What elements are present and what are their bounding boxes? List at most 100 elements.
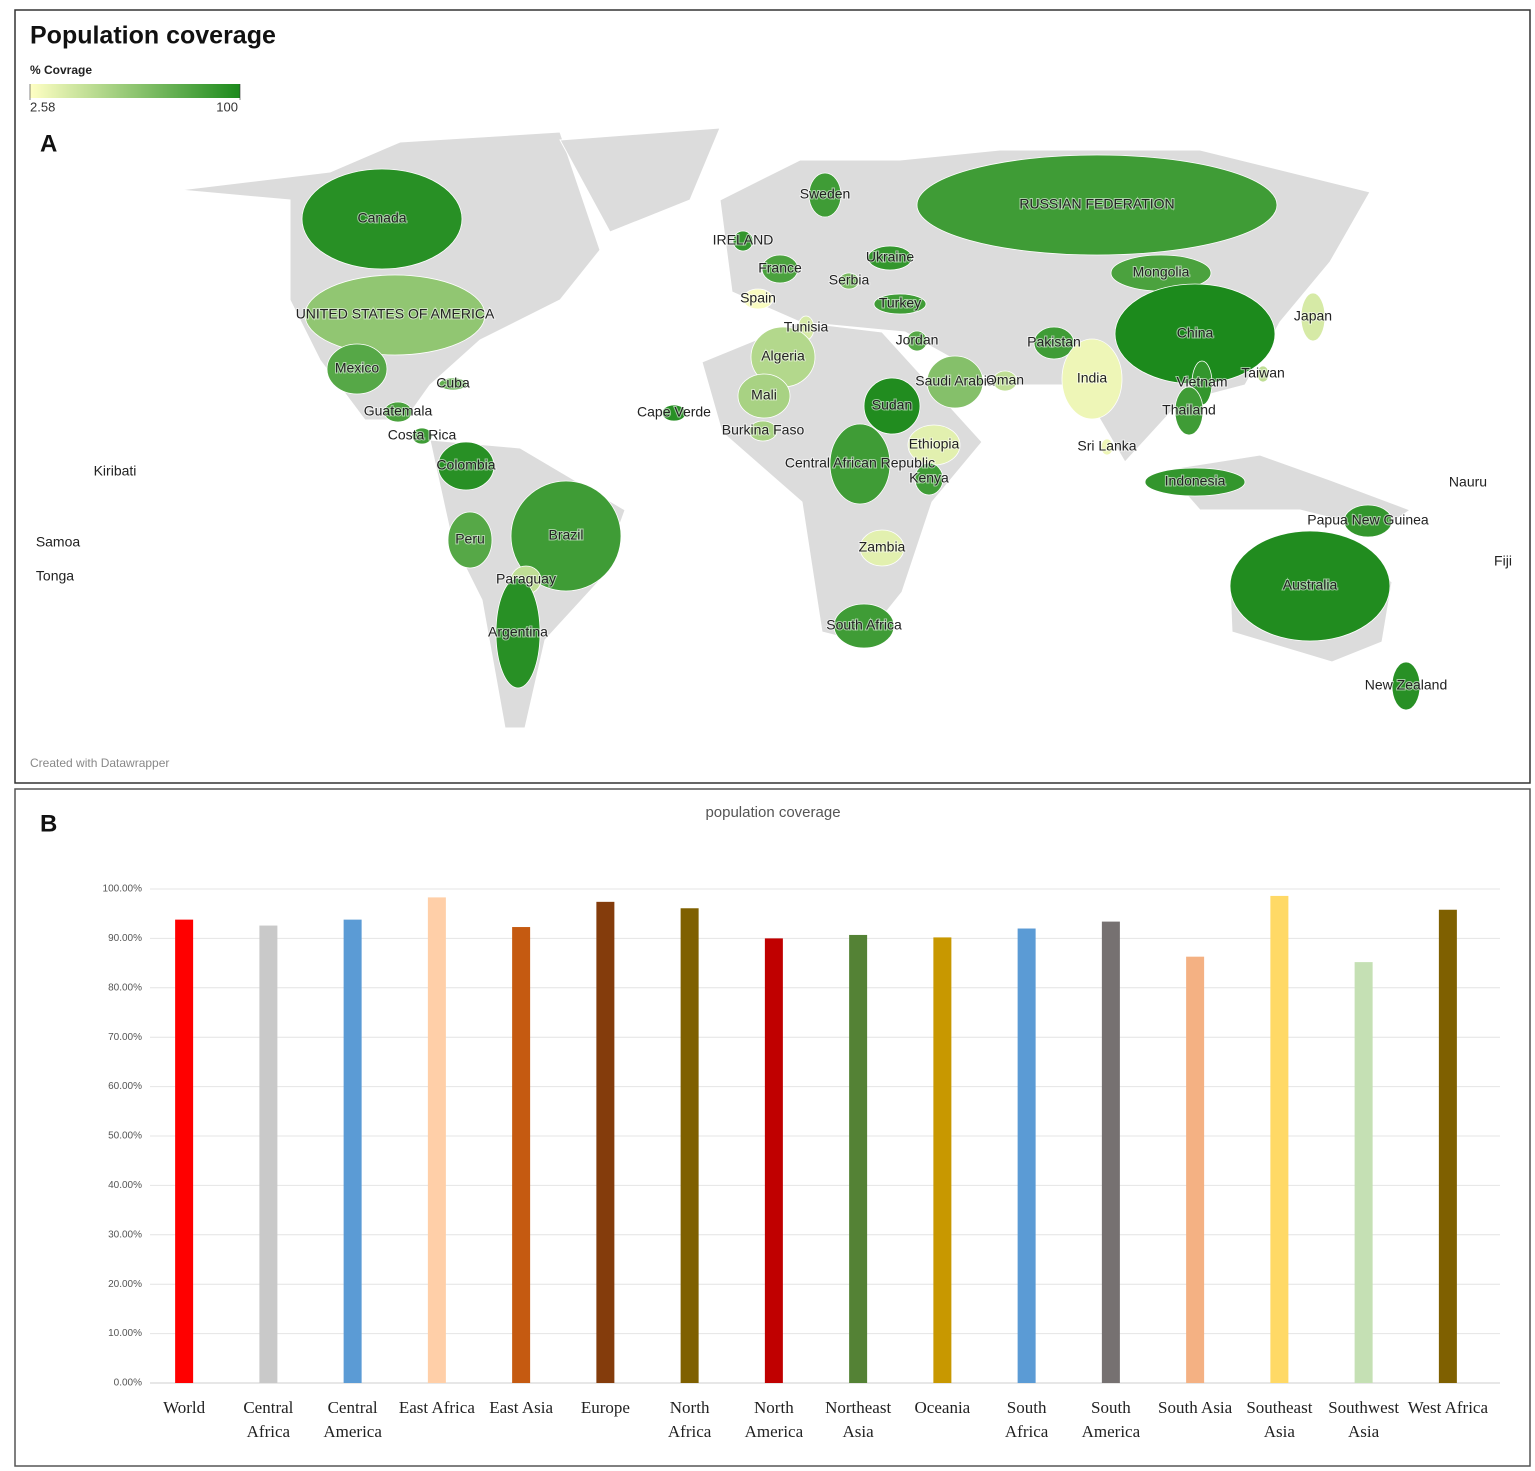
country-label: Mongolia bbox=[1133, 264, 1190, 280]
y-tick-label: 80.00% bbox=[108, 982, 142, 993]
country-label: Turkey bbox=[879, 295, 921, 311]
country bbox=[808, 172, 842, 218]
country bbox=[383, 401, 413, 423]
country bbox=[867, 245, 913, 271]
country-label: Argentina bbox=[488, 624, 548, 640]
country bbox=[1033, 326, 1075, 360]
country-label: Ethiopia bbox=[909, 436, 960, 452]
country bbox=[304, 274, 486, 356]
y-tick-label: 20.00% bbox=[108, 1279, 142, 1290]
map-title: Population coverage bbox=[30, 22, 276, 50]
country-label: Colombia bbox=[436, 457, 495, 473]
legend-scale bbox=[30, 84, 240, 98]
x-tick-label: Central Africa bbox=[243, 1398, 293, 1441]
bar bbox=[512, 927, 531, 1383]
country bbox=[1061, 338, 1123, 420]
country-label: Thailand bbox=[1162, 402, 1216, 418]
country-label: Japan bbox=[1294, 308, 1332, 324]
country bbox=[661, 404, 687, 422]
country-label: Sweden bbox=[800, 186, 851, 202]
country bbox=[829, 423, 891, 505]
country-label: Nauru bbox=[1449, 474, 1487, 490]
country bbox=[1229, 530, 1391, 642]
country bbox=[1100, 438, 1114, 456]
country-label: Canada bbox=[357, 210, 406, 226]
country-label: China bbox=[1177, 325, 1214, 341]
x-tick-label: Central America bbox=[323, 1398, 382, 1441]
y-tick-label: 60.00% bbox=[108, 1081, 142, 1092]
country bbox=[495, 577, 541, 689]
country bbox=[833, 603, 895, 649]
country-label: Kenya bbox=[909, 470, 949, 486]
country-label: Oman bbox=[986, 372, 1024, 388]
country-label: RUSSIAN FEDERATION bbox=[1019, 196, 1174, 212]
y-tick-label: 30.00% bbox=[108, 1229, 142, 1240]
country bbox=[411, 427, 433, 445]
country bbox=[873, 293, 927, 315]
country bbox=[510, 480, 622, 592]
country-label: Tonga bbox=[36, 568, 74, 584]
bar bbox=[933, 937, 952, 1383]
country-label: Ukraine bbox=[866, 249, 914, 265]
country-label: Kiribati bbox=[94, 463, 137, 479]
x-tick-label: World bbox=[163, 1398, 206, 1417]
country bbox=[742, 288, 774, 310]
country bbox=[437, 441, 495, 491]
bar bbox=[1270, 895, 1289, 1383]
x-tick-label: North America bbox=[745, 1398, 804, 1441]
country-label: India bbox=[1077, 370, 1108, 386]
country-label: Saudi Arabia bbox=[915, 373, 995, 389]
country-label: Costa Rica bbox=[388, 427, 457, 443]
country-label: Sri Lanka bbox=[1077, 438, 1136, 454]
legend-tick-label: 2.58 bbox=[30, 99, 55, 114]
x-tick-label: Southwest Asia bbox=[1328, 1398, 1399, 1441]
country-label: Papua New Guinea bbox=[1307, 512, 1429, 528]
country-label: Taiwan bbox=[1241, 365, 1285, 381]
bar bbox=[849, 934, 868, 1383]
country bbox=[1174, 386, 1204, 436]
country bbox=[438, 377, 468, 391]
bar bbox=[1186, 956, 1205, 1383]
x-tick-label: Southeast Asia bbox=[1246, 1398, 1312, 1441]
country bbox=[1256, 365, 1270, 383]
country bbox=[761, 254, 799, 284]
y-tick-label: 50.00% bbox=[108, 1131, 142, 1142]
country bbox=[992, 370, 1018, 392]
bar bbox=[596, 901, 615, 1383]
country-label: Cape Verde bbox=[637, 404, 711, 420]
country bbox=[326, 343, 388, 395]
x-tick-label: South Africa bbox=[1005, 1398, 1049, 1441]
country-label: Samoa bbox=[36, 534, 81, 550]
country bbox=[447, 511, 493, 569]
x-tick-label: South Asia bbox=[1158, 1398, 1233, 1417]
country-label: Jordan bbox=[896, 332, 939, 348]
country bbox=[748, 420, 778, 442]
bar bbox=[1438, 909, 1457, 1383]
legend-tick-label: 100 bbox=[216, 99, 238, 114]
legend-title: % Covrage bbox=[30, 63, 92, 77]
country-label: Guatemala bbox=[364, 403, 433, 419]
country bbox=[1343, 504, 1393, 538]
country-label: Vietnam bbox=[1176, 374, 1227, 390]
country-label: Mali bbox=[751, 387, 777, 403]
country-label: Peru bbox=[455, 531, 485, 547]
y-tick-label: 100.00% bbox=[103, 884, 143, 895]
country-label: Tunisia bbox=[784, 319, 829, 335]
x-tick-label: East Asia bbox=[489, 1398, 553, 1417]
country bbox=[301, 168, 463, 270]
panel-label: A bbox=[40, 130, 57, 157]
y-tick-label: 40.00% bbox=[108, 1180, 142, 1191]
country-label: Algeria bbox=[761, 348, 805, 364]
bar bbox=[1101, 921, 1120, 1383]
country-label: Indonesia bbox=[1165, 473, 1226, 489]
country bbox=[737, 373, 791, 419]
y-tick-label: 70.00% bbox=[108, 1032, 142, 1043]
country-label: Burkina Faso bbox=[722, 422, 805, 438]
country-label: Paraguay bbox=[496, 571, 556, 587]
country bbox=[1144, 467, 1246, 497]
y-tick-label: 90.00% bbox=[108, 933, 142, 944]
country bbox=[838, 272, 860, 290]
country-label: South Africa bbox=[826, 617, 902, 633]
land bbox=[559, 127, 721, 233]
x-tick-label: East Africa bbox=[399, 1398, 475, 1417]
